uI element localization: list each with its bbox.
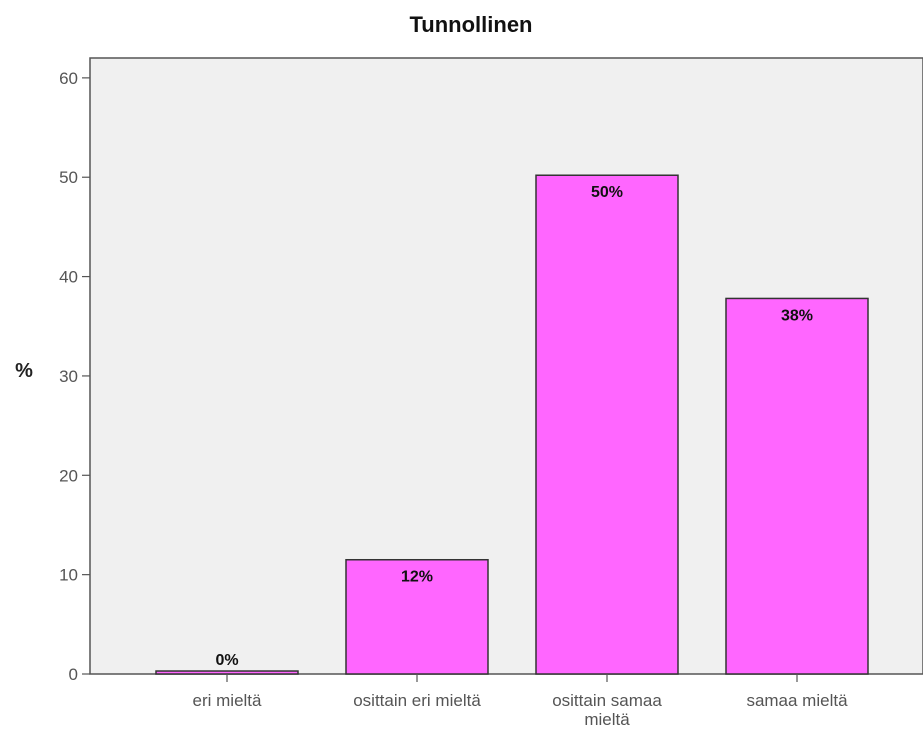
x-tick-label-line: osittain samaa bbox=[552, 691, 662, 710]
y-axis-label: % bbox=[15, 360, 33, 382]
y-tick-label: 30 bbox=[59, 367, 78, 386]
bar bbox=[725, 297, 869, 675]
y-tick-label: 40 bbox=[59, 268, 78, 287]
chart-title: Tunnollinen bbox=[409, 12, 532, 37]
x-tick-label-line: mieltä bbox=[584, 710, 630, 729]
x-tick-label-line: samaa mieltä bbox=[746, 691, 848, 710]
y-tick-label: 20 bbox=[59, 466, 78, 485]
x-tick-label: samaa mieltä bbox=[746, 691, 848, 710]
y-axis: 0 10 20 30 40 50 60 bbox=[59, 69, 90, 684]
y-tick-label: 0 bbox=[69, 665, 78, 684]
bar bbox=[345, 558, 489, 675]
y-tick-label: 10 bbox=[59, 566, 78, 585]
data-label: 12% bbox=[401, 569, 433, 586]
y-tick-label: 50 bbox=[59, 168, 78, 187]
x-tick-label: osittain eri mieltä bbox=[353, 691, 481, 710]
bar bbox=[535, 174, 679, 675]
x-tick-label: eri mieltä bbox=[193, 691, 263, 710]
x-tick-label-line: osittain eri mieltä bbox=[353, 691, 481, 710]
bar bbox=[155, 670, 299, 675]
data-label: 50% bbox=[591, 184, 623, 201]
x-axis: eri mieltä osittain eri mieltä osittain sa… bbox=[193, 674, 848, 729]
data-label: 0% bbox=[215, 652, 238, 669]
x-tick-label: osittain samaa mieltä bbox=[552, 691, 662, 729]
bars-group: 0% 12% 50% 38% bbox=[155, 174, 869, 675]
data-label: 38% bbox=[781, 307, 813, 324]
x-tick-label-line: eri mieltä bbox=[193, 691, 263, 710]
y-tick-label: 60 bbox=[59, 69, 78, 88]
